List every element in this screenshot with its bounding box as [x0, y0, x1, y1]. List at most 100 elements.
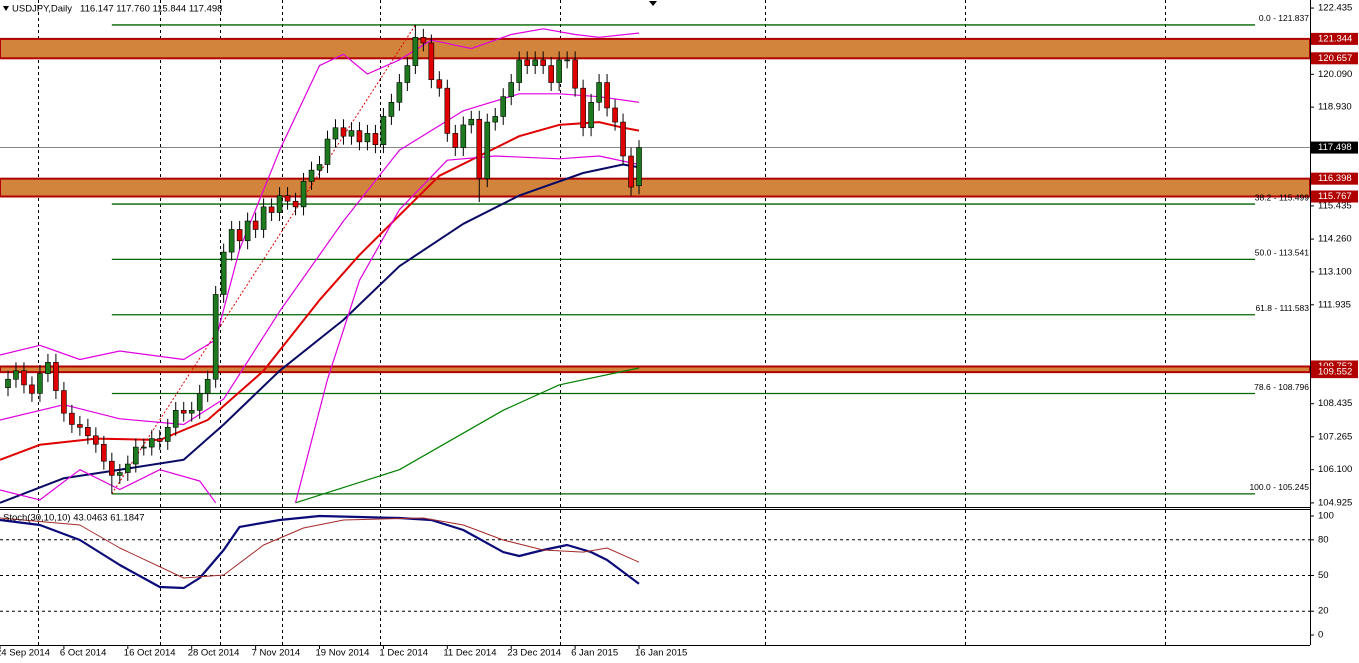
candle-body: [476, 118, 483, 179]
candle-body: [564, 59, 570, 62]
x-tick-label: 28 Oct 2014: [188, 648, 240, 659]
x-tick-label: 24 Sep 2014: [0, 648, 50, 659]
fib-label: 0.0 - 121.837: [1259, 13, 1309, 23]
candle-body: [204, 378, 211, 394]
candle-body: [220, 251, 227, 295]
candle-body: [396, 82, 403, 103]
candle-body: [45, 362, 51, 374]
oscillator-title: Stoch(30,10,10) 43.0463 61.1847: [3, 513, 145, 524]
candle-body: [428, 42, 435, 80]
candle-body: [420, 37, 427, 44]
oscillator-line: [0, 517, 640, 579]
oscillator-tick-label: 50: [1318, 570, 1329, 581]
candle-body: [292, 200, 299, 208]
candle-body: [132, 446, 139, 465]
fib-label: 100.0 - 105.245: [1249, 482, 1309, 492]
candle-body: [332, 127, 339, 140]
zone-price-box: [1311, 32, 1358, 45]
zone-price-label: 109.552: [1318, 367, 1352, 378]
oscillator-tick-label: 20: [1318, 606, 1329, 617]
candle-body: [372, 133, 379, 145]
candle-body: [468, 118, 475, 126]
candle-body: [236, 229, 243, 242]
candle-body: [532, 59, 538, 66]
oscillator-tick-label: 0: [1318, 630, 1323, 641]
y-tick-label: 122.435: [1318, 3, 1352, 14]
y-tick-label: 107.265: [1318, 431, 1352, 442]
candle-body: [85, 427, 91, 437]
indicator-line: [0, 93, 640, 426]
x-tick-label: 7 Nov 2014: [252, 648, 301, 659]
fib-trendline: [111, 24, 416, 495]
candle-body: [21, 370, 27, 386]
candle-body: [156, 438, 163, 442]
candle-body: [53, 362, 59, 391]
candle-body: [324, 138, 331, 165]
candle-body: [252, 220, 259, 230]
oscillator-tick-label: 100: [1318, 511, 1334, 522]
candle-body: [37, 373, 43, 394]
x-tick-label: 6 Jan 2015: [571, 648, 618, 659]
axis-layer: 24 Sep 2014 6 Oct 2014 16 Oct 2014 28 Oct 2…: [0, 3, 1358, 659]
zone-price-box: [1311, 366, 1358, 379]
current-price-box: [1311, 141, 1358, 154]
x-tick-label: 6 Oct 2014: [60, 648, 106, 659]
zone: [0, 37, 1310, 60]
candle-body: [188, 410, 195, 414]
candle-body: [556, 59, 562, 83]
y-tick-label: 113.100: [1318, 266, 1352, 277]
fib-label: 78.6 - 108.796: [1254, 382, 1309, 392]
candle-body: [268, 206, 275, 213]
candle-body: [260, 206, 267, 230]
candle-body: [244, 220, 251, 242]
x-tick-label: 16 Oct 2014: [124, 648, 176, 659]
zone-price-box: [1311, 190, 1358, 203]
candle-body: [492, 116, 499, 123]
x-tick-label: 11 Dec 2014: [443, 648, 496, 659]
fib-label: 38.2 - 115.499: [1255, 192, 1309, 202]
candle-body: [444, 87, 451, 134]
candle-body: [596, 82, 602, 103]
y-tick-label: 104.925: [1318, 497, 1352, 508]
price-pane: 0.0 - 121.837 38.2 - 115.499 50.0 - 113.54…: [0, 13, 1310, 504]
candle-body: [69, 412, 75, 425]
candle-body: [140, 446, 147, 449]
candle-body: [316, 164, 323, 171]
candle-body: [77, 424, 83, 428]
candle-body: [572, 59, 578, 89]
candle-body: [284, 195, 291, 202]
shift-marker: [649, 1, 657, 6]
candle-body: [388, 102, 395, 117]
candle-body: [612, 107, 618, 123]
indicator-line: [0, 28, 640, 361]
zone-price-box: [1311, 52, 1358, 65]
zone-price-label: 120.657: [1318, 53, 1352, 64]
candle-body: [524, 59, 530, 66]
candle-body: [516, 59, 523, 83]
y-tick-label: 114.260: [1318, 234, 1352, 245]
zone: [0, 177, 1310, 198]
candle-body: [588, 102, 594, 129]
fib-label: 61.8 - 111.583: [1255, 303, 1309, 313]
oscillator-pane: [0, 514, 1310, 612]
candle-body: [101, 443, 107, 462]
candle-body: [628, 155, 634, 188]
candle-body: [308, 169, 315, 182]
candle-body: [508, 82, 515, 97]
candle-body: [109, 460, 115, 476]
y-tick-label: 111.935: [1318, 299, 1351, 310]
candle-body: [540, 59, 546, 66]
candle-body: [125, 463, 131, 473]
candle-body: [228, 229, 235, 253]
x-tick-label: 19 Nov 2014: [316, 648, 370, 659]
chart-title: USDJPY,Daily: [12, 4, 72, 15]
candle-body: [29, 384, 35, 394]
candle-body: [452, 133, 459, 148]
x-tick-label: 16 Jan 2015: [635, 648, 687, 659]
candle-body: [404, 65, 411, 83]
candle-body: [117, 472, 123, 476]
candle-body: [5, 378, 11, 389]
